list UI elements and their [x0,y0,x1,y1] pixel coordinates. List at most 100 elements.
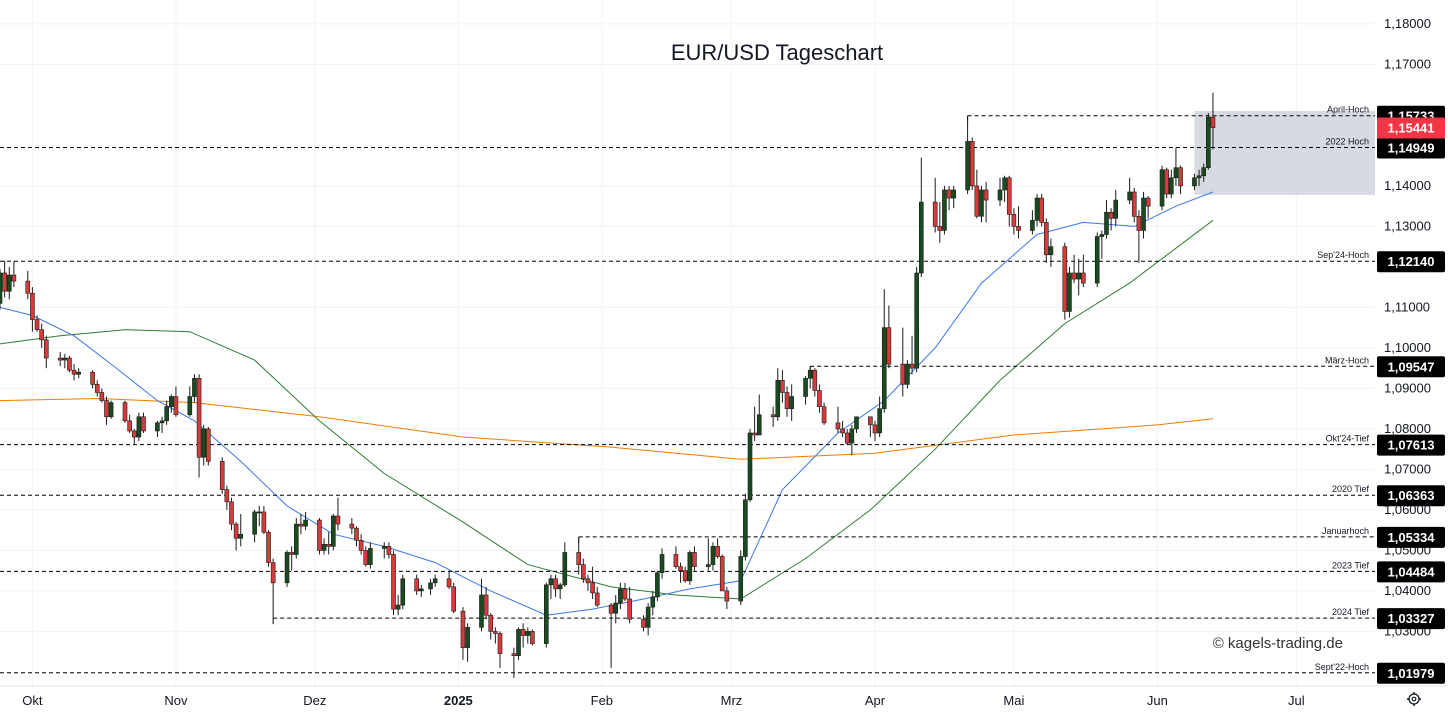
candle [692,546,697,571]
candle [446,570,452,589]
candle [872,420,878,442]
candle [57,351,63,367]
candle [233,522,239,551]
ma-slow-line [0,397,1214,460]
candle [756,394,762,436]
candle [511,647,517,678]
y-tick-label: 1,08000 [1384,421,1431,436]
candle [479,578,484,632]
candle [622,582,628,602]
price-badge: 1,05334 [1377,526,1445,548]
candle [1011,208,1017,235]
candle [780,370,785,403]
level-label: 2022 Hoch [1325,136,1369,146]
candle [849,424,855,456]
price-badge: 1,15441 [1377,117,1445,139]
candle [1034,194,1040,227]
candle [937,202,943,243]
candle [1145,196,1151,219]
candle [835,406,841,433]
candle [326,532,332,555]
y-tick-label: 1,17000 [1384,56,1431,71]
candle [821,402,827,425]
candle [71,364,77,381]
highlight-zone-rect [1194,110,1375,195]
candle [1081,254,1086,288]
candle [25,270,31,300]
candle [76,368,82,379]
candle [1043,218,1049,263]
candle [1141,191,1146,239]
x-tick-label: 2025 [444,693,473,708]
candle [358,534,364,555]
candle [1206,113,1211,170]
y-tick-label: 1,11000 [1384,299,1430,314]
candle [187,386,193,417]
candle [386,542,392,559]
candle [460,607,466,660]
candle [1108,208,1114,231]
candle [141,412,146,433]
price-badge: 1,06363 [1377,485,1445,507]
x-tick-label: Mrz [721,693,743,708]
svg-text:1,03327: 1,03327 [1388,611,1435,626]
candle [266,530,271,567]
candle [784,386,790,417]
candle [400,574,406,610]
candle [1159,165,1165,211]
candle [368,542,373,569]
level-label: Januarhoch [1322,526,1369,536]
candle [30,287,35,332]
candle [997,177,1003,207]
candle [932,177,938,233]
candle [2,260,7,298]
candle [391,550,396,616]
level-label: Sep'24-Hoch [1317,250,1369,260]
candle [432,574,438,587]
candle [1201,163,1207,182]
candle [613,594,619,624]
candle [493,627,498,644]
svg-text:1,14949: 1,14949 [1388,140,1435,155]
x-axis[interactable]: Okt Nov Dez 2025 Feb Mrz Apr Mai Jun Jul [22,693,1304,708]
x-tick-label: Apr [865,693,886,708]
candle [34,315,40,332]
candle [90,370,95,389]
candle [39,323,44,348]
candle [530,629,535,646]
candle [67,356,72,373]
candle [451,582,457,614]
candle [543,582,549,648]
candle [414,574,419,595]
candle [645,603,651,636]
candle [715,538,720,559]
price-badge: 1,01979 [1377,662,1445,684]
candle [877,396,882,438]
candle [127,414,132,433]
candle [1062,242,1068,320]
candle [581,558,586,583]
candle [1002,175,1007,203]
candle [553,574,558,597]
candle [803,376,808,405]
candle [812,368,818,397]
y-tick-label: 1,13000 [1384,218,1431,233]
level-label: 2020 Tief [1332,484,1370,494]
candle [710,542,716,571]
highlight-zone [1194,110,1375,195]
candle [1016,206,1021,239]
candle [659,548,665,579]
candle [914,266,919,373]
candle [618,582,623,610]
candle [335,497,341,531]
candle [293,518,299,559]
svg-text:1,07613: 1,07613 [1388,438,1435,453]
candle [770,406,776,427]
level-label: 2024 Tief [1332,607,1370,617]
price-badges: 1,157331,149491,121401,095471,076131,063… [1377,105,1445,684]
candle [817,384,822,413]
candle [99,388,105,403]
candle [1006,175,1012,227]
candle [557,582,563,600]
gear-icon[interactable] [1407,692,1421,706]
